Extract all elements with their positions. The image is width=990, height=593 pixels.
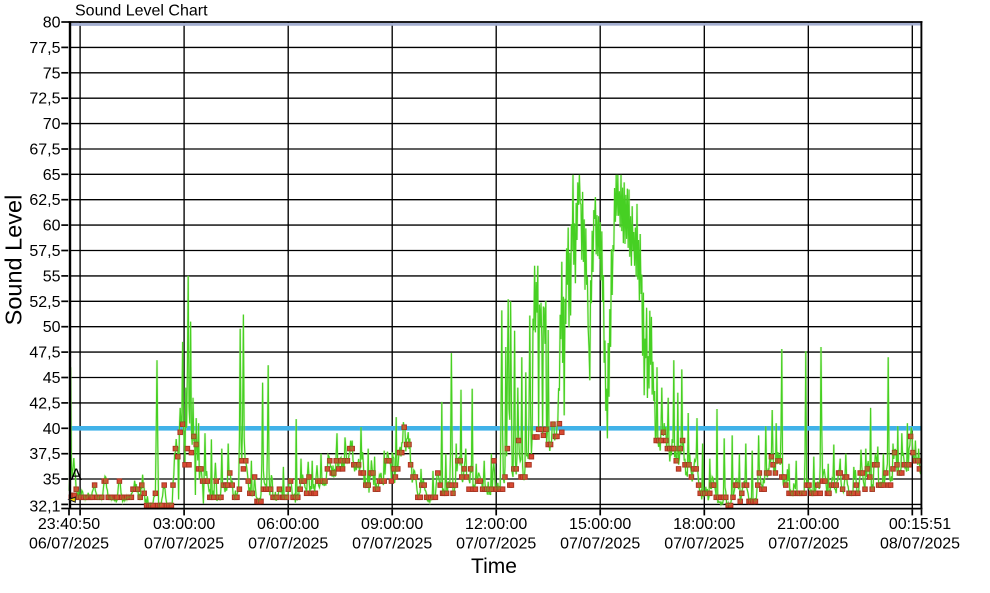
- svg-text:42,5: 42,5: [29, 395, 60, 412]
- svg-text:62,5: 62,5: [29, 192, 60, 209]
- svg-text:03:00:00: 03:00:00: [153, 516, 215, 533]
- svg-text:70: 70: [43, 116, 61, 133]
- svg-text:A: A: [71, 465, 83, 484]
- svg-text:00:15:51: 00:15:51: [889, 516, 951, 533]
- svg-text:65: 65: [43, 167, 61, 184]
- svg-text:07/07/2025: 07/07/2025: [352, 536, 432, 553]
- svg-text:07/07/2025: 07/07/2025: [456, 536, 536, 553]
- svg-text:67,5: 67,5: [29, 142, 60, 159]
- svg-text:07/07/2025: 07/07/2025: [248, 536, 328, 553]
- svg-text:35: 35: [43, 472, 61, 489]
- svg-text:23:40:50: 23:40:50: [38, 516, 100, 533]
- svg-text:50: 50: [43, 319, 61, 336]
- svg-text:52,5: 52,5: [29, 294, 60, 311]
- svg-text:55: 55: [43, 268, 61, 285]
- svg-text:72,5: 72,5: [29, 91, 60, 108]
- svg-text:75: 75: [43, 65, 61, 82]
- svg-text:45: 45: [43, 370, 61, 387]
- svg-text:12:00:00: 12:00:00: [465, 516, 527, 533]
- svg-text:15:00:00: 15:00:00: [569, 516, 631, 533]
- svg-text:08/07/2025: 08/07/2025: [880, 536, 960, 553]
- svg-text:07/07/2025: 07/07/2025: [144, 536, 224, 553]
- svg-text:37,5: 37,5: [29, 446, 60, 463]
- svg-text:40: 40: [43, 421, 61, 438]
- svg-text:07/07/2025: 07/07/2025: [560, 536, 640, 553]
- svg-text:80: 80: [43, 15, 61, 32]
- svg-text:Sound Level: Sound Level: [1, 195, 27, 326]
- svg-text:07/07/2025: 07/07/2025: [664, 536, 744, 553]
- svg-text:Time: Time: [471, 555, 517, 578]
- svg-text:60: 60: [43, 218, 61, 235]
- svg-text:32,1: 32,1: [29, 499, 60, 516]
- svg-text:09:00:00: 09:00:00: [361, 516, 423, 533]
- svg-text:18:00:00: 18:00:00: [673, 516, 735, 533]
- svg-text:77,5: 77,5: [29, 40, 60, 57]
- svg-text:07/07/2025: 07/07/2025: [768, 536, 848, 553]
- svg-text:47,5: 47,5: [29, 345, 60, 362]
- svg-text:06/07/2025: 06/07/2025: [29, 536, 109, 553]
- svg-text:21:00:00: 21:00:00: [777, 516, 839, 533]
- svg-text:57,5: 57,5: [29, 243, 60, 260]
- svg-text:Sound Level Chart: Sound Level Chart: [75, 3, 208, 20]
- svg-text:06:00:00: 06:00:00: [257, 516, 319, 533]
